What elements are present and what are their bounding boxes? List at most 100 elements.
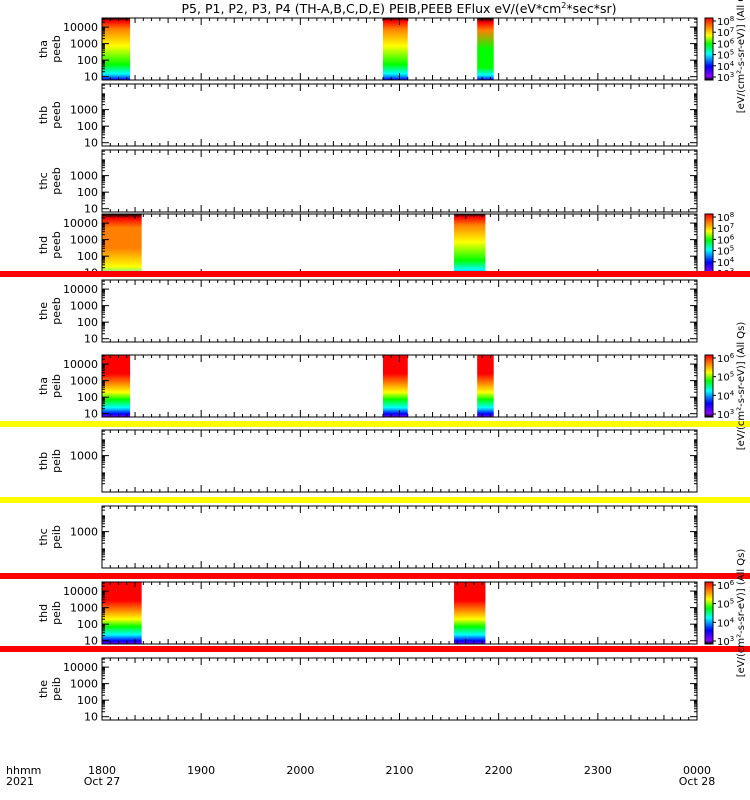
panel-the-peeb: 10 100 1000 10000 the peeb	[0, 271, 750, 346]
colorbar-tick-label: 104	[717, 616, 735, 629]
colorbar-tick-label: 105	[717, 371, 734, 384]
colorbar	[704, 17, 714, 81]
spectrogram-burst	[102, 18, 131, 80]
panel-the-peib: 10 100 1000 10000 the peib	[37, 657, 698, 724]
panel-probe-label: thc	[37, 172, 50, 189]
y-tick-label: 100	[77, 120, 98, 133]
chart-title: P5, P1, P2, P3, P4 (TH-A,B,C,D,E) PEIB,P…	[182, 1, 617, 16]
y-tick-label: 1000	[70, 375, 98, 388]
spectrogram-burst	[477, 18, 494, 80]
panel-background	[102, 658, 697, 720]
panel-background	[102, 430, 697, 492]
y-tick-label: 10000	[63, 217, 98, 230]
colorbar-unit-label: [eV/(cm²-s-sr-eV)] (All Qs)	[736, 549, 747, 678]
colorbar-tick-exponent: 4	[730, 256, 735, 264]
colorbar	[704, 354, 714, 418]
colorbar-tick-exponent: 8	[730, 15, 734, 23]
colorbar-tick-label: 106	[717, 579, 735, 592]
colorbar-tick-exponent: 7	[730, 222, 734, 230]
x-axis-row2-label: 2021	[6, 775, 34, 788]
spectrogram-burst	[102, 355, 131, 417]
colorbar-tick-exponent: 6	[730, 579, 735, 587]
colorbar-tick-exponent: 4	[730, 60, 735, 68]
y-tick-label: 100	[77, 618, 98, 631]
x-tick-label: 2300	[584, 764, 612, 777]
y-tick-label: 10000	[63, 358, 98, 371]
panel-probe-label: tha	[37, 377, 50, 395]
spectrogram-burst	[477, 355, 494, 417]
colorbar-tick-exponent: 6	[730, 352, 735, 360]
panel-thb-peeb: 10 100 1000 thb peeb	[37, 83, 698, 150]
spectrogram-burst	[454, 214, 486, 276]
panel-probe-label: the	[37, 680, 50, 698]
status-flag-bar	[0, 271, 750, 277]
spectrogram-burst	[102, 582, 142, 644]
panel-product-label: peeb	[50, 35, 63, 63]
y-tick-label: 100	[77, 54, 98, 67]
colorbar-unit-label: [eV/(cm²-s-sr-eV)] (All Qs)	[736, 0, 747, 113]
panel-product-label: peeb	[50, 167, 63, 195]
y-tick-label: 100	[77, 186, 98, 199]
y-tick-label: 1000	[70, 678, 98, 691]
y-tick-label: 1000	[70, 300, 98, 313]
y-tick-label: 10000	[63, 21, 98, 34]
y-tick-label: 10	[84, 408, 98, 421]
panel-product-label: peeb	[50, 231, 63, 259]
x-tick-label: 2200	[485, 764, 513, 777]
x-tick-label: 1900	[187, 764, 215, 777]
spectrogram-burst	[454, 582, 486, 644]
panel-thc-peeb: 10 100 1000 thc peeb	[37, 149, 698, 216]
colorbar-tick-exponent: 3	[730, 408, 734, 416]
y-tick-label: 10	[84, 635, 98, 648]
colorbar-tick-exponent: 6	[730, 37, 735, 45]
panel-thd-peeb: 10100100010000thdpeeb103104105106107108	[37, 211, 735, 280]
colorbar-tick-exponent: 8	[730, 211, 734, 219]
panel-background	[102, 150, 697, 212]
x-tick-label: 2100	[386, 764, 414, 777]
y-tick-label: 10	[84, 711, 98, 724]
colorbar	[704, 213, 714, 277]
y-tick-label: 1000	[70, 38, 98, 51]
y-tick-label: 1000	[70, 602, 98, 615]
panel-probe-label: thb	[37, 106, 50, 124]
colorbar-tick-exponent: 6	[730, 233, 735, 241]
y-tick-label: 1000	[70, 104, 98, 117]
panel-background	[102, 214, 697, 276]
colorbar-tick-label: 106	[717, 352, 735, 365]
panel-product-label: peib	[50, 677, 63, 701]
x-axis-row1-label: hhmm	[6, 764, 41, 777]
colorbar-tick-exponent: 5	[730, 371, 734, 379]
status-flag-bar	[0, 573, 750, 579]
colorbar-tick-exponent: 3	[730, 635, 734, 643]
y-tick-label: 10	[84, 203, 98, 216]
colorbar-tick-label: 104	[717, 389, 735, 402]
panel-thc-peib: 1000 thc peib	[0, 497, 750, 569]
y-tick-label: 10000	[63, 283, 98, 296]
status-flag-bar	[0, 646, 750, 652]
panel-product-label: peib	[50, 525, 63, 549]
panel-probe-label: the	[37, 302, 50, 320]
y-tick-label: 1000	[70, 234, 98, 247]
colorbar-tick-exponent: 4	[730, 389, 735, 397]
y-tick-label: 100	[77, 694, 98, 707]
x-tick-date-label: Oct 27	[84, 775, 121, 788]
panel-background	[102, 84, 697, 146]
colorbar-tick-exponent: 7	[730, 26, 734, 34]
panel-thb-peib: 1000 thb peib	[0, 421, 750, 493]
colorbar-unit-label: [eV/(cm²-s-sr-eV)] (All Qs)	[736, 322, 747, 451]
spectrogram-burst	[382, 18, 408, 80]
spectrogram-burst	[102, 214, 142, 276]
panel-probe-label: tha	[37, 40, 50, 58]
y-tick-label: 100	[77, 250, 98, 263]
x-tick-label: 2000	[286, 764, 314, 777]
y-tick-label: 1000	[70, 526, 98, 539]
colorbar-tick-exponent: 4	[730, 616, 735, 624]
colorbar-tick-exponent: 5	[730, 245, 734, 253]
panel-background	[102, 582, 697, 644]
panel-probe-label: thd	[37, 236, 50, 254]
